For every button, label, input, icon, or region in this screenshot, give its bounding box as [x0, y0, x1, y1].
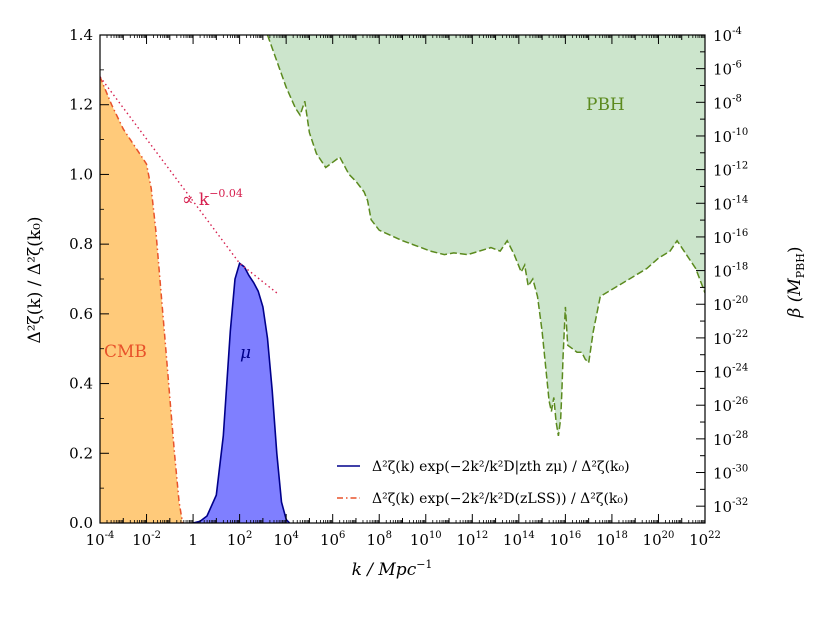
x-tick-label: 1010: [410, 530, 442, 549]
y-tick-label: 0.4: [69, 375, 93, 393]
y-axis: 0.0 0.2 0.4 0.6 0.8 1.0 1.2 1.4: [69, 26, 109, 532]
y2-tick-label: 10-28: [713, 430, 748, 449]
pbh-boundary-line: [266, 35, 705, 437]
y-tick-label: 0.8: [69, 235, 93, 253]
power-law-label-main: ∝ k: [182, 190, 210, 210]
x-tick-label: 102: [227, 530, 252, 549]
y2-tick-label: 10-24: [713, 363, 748, 382]
x-tick-label: 108: [366, 530, 391, 549]
y2-tick-label: 10-32: [713, 497, 748, 516]
y2-tick-label: 10-12: [713, 161, 748, 180]
pbh-region: [267, 35, 705, 436]
legend: Δ²ζ(k) exp(−2k²/k²D|zth zμ) / Δ²ζ(k₀) Δ²…: [337, 459, 630, 507]
mu-curve: [192, 261, 291, 523]
x-tick-label: 1012: [456, 530, 488, 549]
y2-axis-title-sub: PBH: [794, 253, 807, 278]
y-tick-label: 1.0: [69, 165, 93, 183]
x-tick-label: 1018: [596, 530, 628, 549]
y2-tick-label: 10-30: [713, 464, 748, 483]
cmb-label: CMB: [104, 342, 147, 362]
y2-tick-label: 10-26: [713, 396, 748, 415]
y2-tick-label: 10-10: [713, 127, 748, 146]
pbh-label: PBH: [586, 95, 625, 115]
x-axis-title-main: k / Mpc: [352, 560, 417, 580]
y-tick-label: 0.0: [69, 514, 93, 532]
y2-tick-label: 10-20: [713, 295, 748, 314]
cmb-curve: [100, 76, 184, 523]
y2-tick-label: 10-4: [713, 26, 742, 45]
y2-tick-label: 10-6: [713, 60, 742, 79]
legend-mu-label: Δ²ζ(k) exp(−2k²/k²D|zth zμ) / Δ²ζ(k₀): [372, 459, 630, 475]
y-tick-label: 0.6: [69, 305, 93, 323]
x-tick-label: 106: [320, 530, 345, 549]
y-tick-label: 0.2: [69, 444, 93, 462]
x-tick-label: 1: [188, 531, 198, 549]
y2-tick-label: 10-8: [713, 93, 742, 112]
power-law-label: ∝ k−0.04: [182, 187, 243, 210]
cmb-region: [100, 76, 183, 523]
y-tick-label: 1.2: [69, 96, 93, 114]
power-law-line: [100, 76, 278, 294]
y-tick-label: 1.4: [69, 26, 93, 44]
plot-area: [100, 35, 705, 523]
y2-axis-title-main: β (M: [785, 278, 805, 319]
x-tick-label: 1022: [689, 530, 721, 549]
y2-tick-label: 10-16: [713, 228, 748, 247]
x-tick-label: 1016: [549, 530, 581, 549]
y2-axis-title-close: ): [785, 247, 805, 254]
y2-axis: 10-4 10-6 10-8 10-10 10-12 10-14 10-16 10-18 10-…: [696, 26, 748, 524]
mu-label: μ: [240, 343, 251, 363]
x-axis-title-exp: −1: [416, 558, 432, 571]
y2-axis-title: β (MPBH): [785, 247, 807, 319]
x-axis-title: k / Mpc−1: [352, 558, 433, 580]
x-tick-label: 1020: [643, 530, 675, 549]
x-tick-label: 1014: [503, 530, 535, 549]
y-axis-title: Δ²ζ(k) / Δ²ζ(k₀): [25, 216, 45, 343]
x-tick-label: 10-4: [86, 530, 115, 549]
y2-tick-label: 10-14: [713, 194, 748, 213]
legend-cmb-label: Δ²ζ(k) exp(−2k²/k²D(zLSS)) / Δ²ζ(k₀): [372, 491, 628, 507]
x-tick-label: 104: [273, 530, 298, 549]
y2-tick-label: 10-18: [713, 262, 748, 281]
x-axis: 10-4 10-2 1 102 104 106 108 1010 1012 1014 1016 101…: [86, 35, 721, 549]
x-tick-label: 10-2: [132, 530, 161, 549]
power-law-label-exp: −0.04: [209, 187, 243, 200]
y2-tick-label: 10-22: [713, 329, 748, 348]
mu-region: [193, 263, 290, 523]
